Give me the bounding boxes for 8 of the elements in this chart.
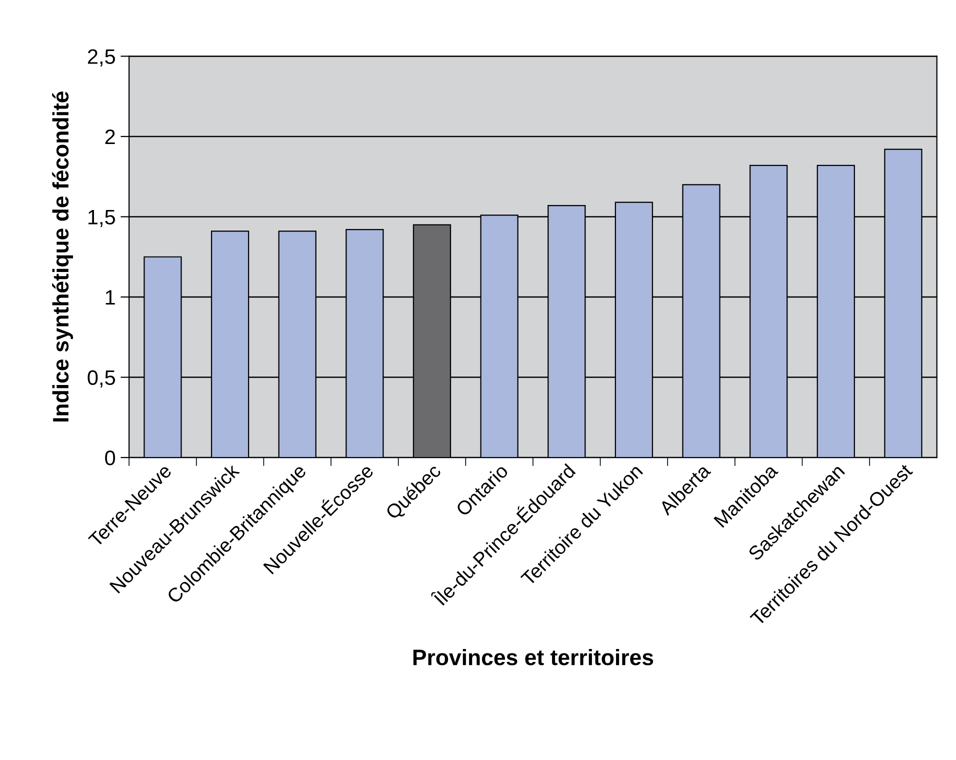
y-tick-label: 0 <box>105 450 116 466</box>
y-tick-label: 0,5 <box>88 370 115 388</box>
x-axis-title: Provinces et territoires <box>413 648 654 666</box>
y-tick-label: 2,5 <box>88 49 115 66</box>
y-tick-label: 2 <box>105 129 115 144</box>
y-tick-label: 1,5 <box>88 210 115 227</box>
y-axis-title: Indice synthétique de fécondité <box>52 92 74 422</box>
y-tick-label: 1 <box>106 290 115 305</box>
